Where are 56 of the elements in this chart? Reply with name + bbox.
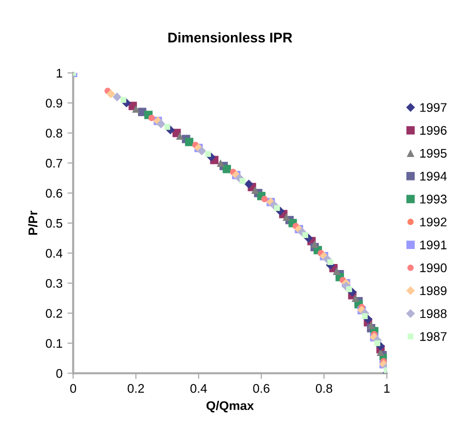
point [352,294,360,302]
y-tick-label: 0.1 [46,339,62,348]
y-tick-label: 0.5 [46,218,62,228]
point [251,186,259,194]
legend-label: 1990 [420,263,447,272]
x-tick-label: 0.4 [190,384,207,393]
point [374,340,380,346]
point [156,120,166,128]
point [112,92,122,102]
point [302,232,308,238]
legend-label: 1995 [420,148,447,158]
point [244,180,254,188]
point [132,105,140,113]
y-tick-label: 0.7 [46,158,62,168]
legend-label: 1997 [420,103,446,112]
chart-title: Dimensionless IPR [168,32,292,42]
legend-label: 1996 [420,126,447,135]
point [282,213,290,221]
legend-label: 1994 [420,172,447,181]
point [164,124,170,130]
legend-label: 1987 [420,332,446,341]
point [222,164,231,174]
point [197,146,206,156]
y-tick-label: 0.8 [46,128,62,138]
y-tick-label: 0.3 [46,278,62,288]
y-tick-label: 0.6 [46,188,62,198]
y-tick-label: 0.2 [46,308,62,318]
y-tick-label: 0.9 [46,98,62,108]
point [327,259,334,266]
point [185,138,194,146]
point [205,151,211,157]
point [367,321,375,330]
x-tick-label: 0 [70,384,76,393]
y-axis-title: P/Pr [28,210,38,235]
legend-label: 1991 [420,240,446,250]
x-tick-label: 0.2 [128,384,144,393]
x-tick-label: 0.6 [253,384,270,393]
point [216,159,224,167]
y-tick-label: 1 [56,68,62,78]
point [106,90,116,98]
legend-label: 1989 [420,286,447,296]
x-axis-title: Q/Qmax [206,400,254,412]
y-tick-label: 0 [56,369,62,378]
point [240,178,246,184]
legend-label: 1992 [420,218,446,226]
point [310,240,318,248]
point [274,205,280,211]
y-tick-label: 0.4 [46,248,62,258]
x-tick-label: 0.8 [316,384,332,393]
point [346,286,352,292]
point [332,267,340,275]
x-tick-label: 1 [384,384,390,393]
legend-label: 1993 [420,194,447,204]
point [176,132,184,140]
point [120,97,126,103]
legend-label: 1988 [420,309,447,318]
